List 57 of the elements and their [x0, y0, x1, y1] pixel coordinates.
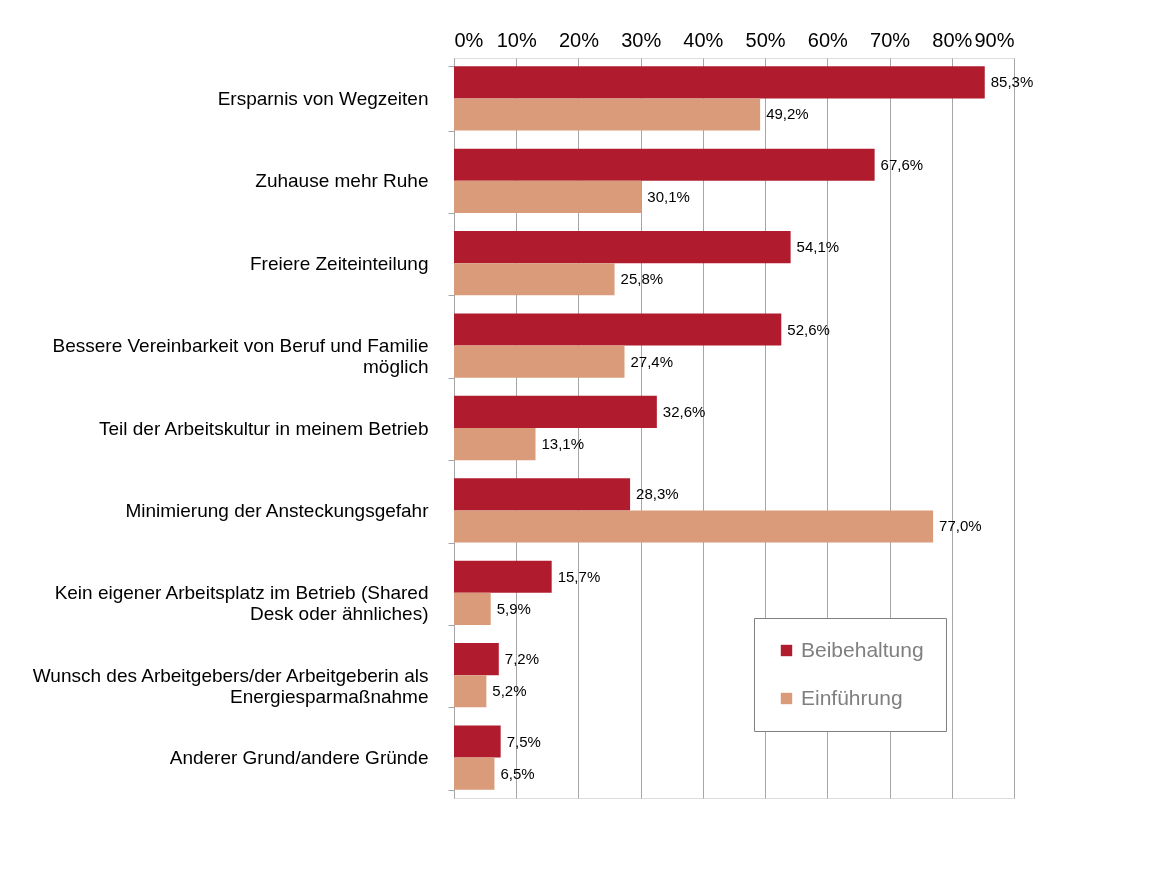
bar: [454, 66, 985, 99]
y-tick-label: Teil der Arbeitskultur in meinem Betrieb: [99, 417, 429, 439]
x-tick-label: 60%: [807, 28, 849, 51]
bar: [454, 98, 761, 131]
data-label: 30,1%: [647, 187, 690, 205]
y-tick-label: Minimierung der Ansteckungsgefahr: [125, 499, 430, 521]
bar: [454, 148, 875, 181]
bar: [454, 395, 657, 428]
data-label: 54,1%: [796, 238, 840, 256]
bar: [454, 313, 782, 346]
bar: [454, 345, 625, 378]
bar: [454, 231, 791, 264]
bar: [454, 478, 631, 511]
x-tick-label: 0%: [454, 28, 484, 51]
data-label: 25,8%: [620, 270, 664, 288]
y-tick-label: Wunsch des Arbeitgebers/der Arbeitgeberin als Energiesparmaßnahme: [32, 664, 429, 707]
data-label: 77,0%: [939, 517, 982, 535]
x-tick-label: 90%: [974, 28, 1015, 51]
bar: [454, 510, 934, 543]
data-label: 28,3%: [636, 485, 679, 503]
x-tick-label: 80%: [932, 28, 973, 51]
data-label: 13,1%: [541, 435, 585, 453]
y-tick-label: Anderer Grund/andere Gründe: [169, 747, 429, 769]
x-tick-label: 40%: [683, 28, 724, 51]
bar: [454, 560, 552, 593]
bar: [454, 643, 499, 676]
data-label: 6,5%: [500, 764, 535, 782]
data-label: 52,6%: [787, 320, 830, 338]
bar: [454, 428, 536, 461]
y-tick-label: Zuhause mehr Ruhe: [255, 170, 429, 192]
data-label: 15,7%: [557, 567, 601, 585]
x-tick-label: 20%: [558, 28, 600, 51]
data-label: 67,6%: [880, 155, 924, 173]
bar: [454, 725, 501, 758]
y-tick-label: Kein eigener Arbeitsplatz im Betrieb (Shared Desk oder ähnliches): [54, 582, 429, 625]
bar: [454, 675, 487, 708]
legend-label: Beibehaltung: [801, 637, 924, 661]
y-tick-label: Ersparnis von Wegzeiten: [217, 87, 429, 109]
data-label: 49,2%: [766, 105, 809, 123]
data-label: 32,6%: [662, 402, 706, 420]
data-label: 7,2%: [504, 650, 539, 668]
bar: [454, 757, 495, 790]
y-tick-label: Freiere Zeiteinteilung: [250, 252, 429, 274]
y-tick-label: Bessere Vereinbarkeit von Beruf und Familie möglich: [52, 335, 429, 378]
x-tick-label: 10%: [496, 28, 537, 51]
data-label: 5,2%: [492, 682, 527, 700]
x-tick-label: 50%: [745, 28, 786, 51]
data-label: 85,3%: [990, 73, 1034, 91]
bar: [454, 263, 615, 296]
bar: [454, 592, 491, 625]
data-label: 5,9%: [496, 599, 531, 617]
bar: [454, 180, 642, 213]
data-label: 27,4%: [630, 352, 674, 370]
legend-label: Einführung: [801, 685, 903, 709]
x-tick-label: 70%: [870, 28, 911, 51]
data-label: 7,5%: [506, 732, 541, 750]
x-tick-label: 30%: [621, 28, 662, 51]
